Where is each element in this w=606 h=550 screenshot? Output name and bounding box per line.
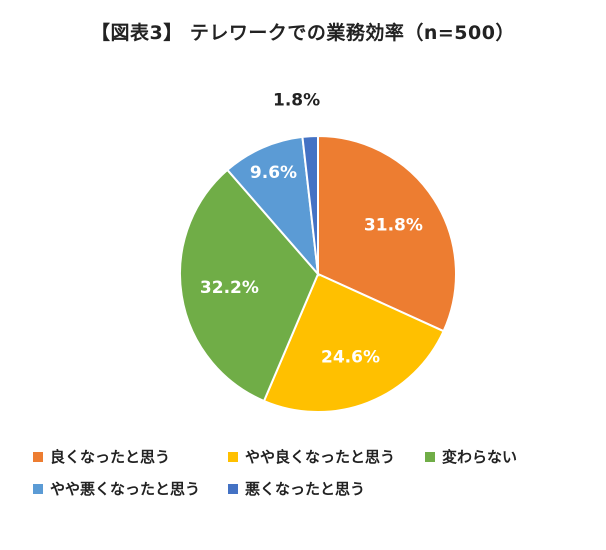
legend-item-0: 良くなったと思う [33,446,170,467]
legend-swatch-0 [33,451,43,462]
legend-swatch-4 [228,483,238,494]
slice-label-2: 32.2% [200,278,259,298]
slice-label-4: 1.8% [273,91,320,111]
pie-slice-4 [301,134,319,275]
legend-item-4: 悪くなったと思う [228,478,365,499]
legend-item-3: やや悪くなったと思う [33,478,200,499]
legend-swatch-3 [33,483,43,494]
legend-swatch-2 [425,451,435,462]
legend-item-1: やや良くなったと思う [228,446,395,467]
pie-chart: 31.8% 24.6% 32.2% 9.6% 1.8% [179,91,457,413]
legend-swatch-1 [228,451,238,462]
slice-label-0: 31.8% [364,216,423,236]
legend-item-2: 変わらない [425,446,517,467]
pie-slice-0 [317,134,457,333]
legend-label-0: 良くなったと思う [50,448,171,466]
pie-slice-1 [262,272,445,413]
legend-label-2: 変わらない [442,448,518,466]
legend-label-1: やや良くなったと思う [245,448,396,466]
pie-slice-2 [179,168,320,403]
slice-label-1: 24.6% [321,348,380,368]
pie-slice-3 [225,135,320,278]
legend-label-4: 悪くなったと思う [245,480,366,498]
slice-label-3: 9.6% [250,163,297,183]
legend-label-3: やや悪くなったと思う [50,480,201,498]
chart-title: 【図表3】 テレワークでの業務効率（n=500） [91,22,515,44]
